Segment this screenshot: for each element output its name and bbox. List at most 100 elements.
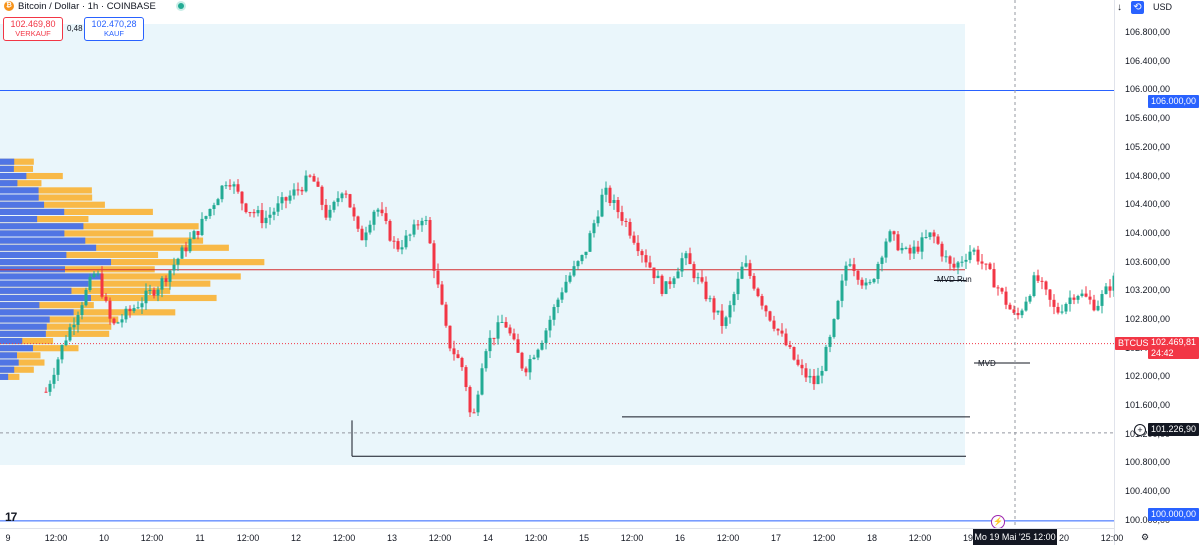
- candle-body: [932, 232, 936, 237]
- volume-bar: [0, 165, 14, 172]
- candlestick-chart[interactable]: [0, 0, 1114, 528]
- candle-body: [388, 221, 392, 241]
- price-tick: 100.400,00: [1125, 486, 1171, 497]
- volume-bar: [0, 201, 105, 208]
- candle-body: [256, 210, 260, 214]
- candle-body: [888, 231, 892, 242]
- symbol-tag: BTCUSD: [1115, 337, 1159, 350]
- price-tick: 101.200,00: [1125, 429, 1170, 439]
- time-tick: 12:00: [140, 533, 164, 543]
- volume-bar: [0, 345, 79, 352]
- candle-body: [732, 294, 736, 306]
- time-tick: 18: [866, 533, 878, 543]
- candle-body: [640, 251, 644, 256]
- symbol-title[interactable]: Bitcoin / Dollar · 1h · COINBASE: [18, 1, 156, 12]
- candle-body: [956, 262, 960, 268]
- candle-body: [100, 273, 104, 297]
- candle-body: [1096, 305, 1100, 311]
- candle-body: [548, 319, 552, 331]
- sell-button[interactable]: 102.469,80 VERKAUF: [3, 17, 63, 41]
- volume-bar: [0, 216, 89, 223]
- candles: [44, 170, 1114, 417]
- candle-body: [1092, 299, 1096, 311]
- candle-body: [620, 212, 624, 221]
- volume-bar: [0, 230, 154, 237]
- candle-body: [1080, 293, 1084, 296]
- chart-pane[interactable]: ₿ Bitcoin / Dollar · 1h · COINBASE 102.4…: [0, 0, 1114, 528]
- candle-body: [392, 240, 396, 242]
- candle-body: [720, 310, 724, 326]
- price-tick: 106.400,00: [1125, 55, 1171, 66]
- time-tick: 12:00: [236, 533, 260, 543]
- candle-body: [536, 349, 540, 358]
- volume-bar: [0, 230, 65, 237]
- candle-body: [800, 364, 804, 369]
- arrow-down-icon[interactable]: ↓: [1117, 2, 1122, 13]
- candle-body: [852, 264, 856, 271]
- time-tick: 12:00: [812, 533, 836, 543]
- candle-body: [164, 278, 168, 282]
- time-tick: 16: [674, 533, 686, 543]
- candle-body: [632, 235, 636, 243]
- candle-body: [688, 253, 692, 265]
- currency-selector[interactable]: USD: [1153, 2, 1173, 12]
- volume-bar: [0, 223, 84, 230]
- candle-body: [636, 242, 640, 252]
- candle-body: [332, 201, 336, 210]
- candle-body: [1008, 304, 1012, 310]
- candle-body: [1016, 312, 1020, 316]
- volume-bar: [0, 273, 241, 280]
- candle-body: [816, 375, 820, 385]
- candle-body: [140, 303, 144, 308]
- candle-body: [172, 264, 176, 271]
- lightning-icon[interactable]: ⚡: [991, 515, 1005, 528]
- tradingview-logo[interactable]: 17: [5, 510, 17, 524]
- candle-body: [176, 258, 180, 265]
- candle-body: [532, 357, 536, 360]
- buy-button[interactable]: 102.470,28 KAUF: [84, 17, 144, 41]
- candle-body: [460, 357, 464, 368]
- price-tick: 103.200,00: [1125, 285, 1171, 296]
- volume-bar: [0, 208, 65, 215]
- candle-body: [384, 213, 388, 222]
- candle-body: [1052, 299, 1056, 307]
- candle-body: [104, 296, 108, 301]
- candle-body: [1004, 291, 1008, 305]
- sync-icon[interactable]: ⟲: [1131, 1, 1144, 14]
- settings-gear-icon[interactable]: ⚙: [1141, 532, 1150, 542]
- candle-body: [320, 186, 324, 205]
- candle-body: [1084, 293, 1088, 297]
- candle-body: [280, 197, 284, 204]
- candle-body: [144, 290, 148, 304]
- candle-body: [860, 279, 864, 286]
- candle-body: [976, 249, 980, 262]
- candle-body: [1104, 286, 1108, 294]
- candle-body: [44, 391, 48, 393]
- volume-bar: [0, 337, 54, 345]
- candle-body: [848, 264, 852, 266]
- candle-body: [64, 340, 68, 346]
- candle-body: [600, 194, 604, 217]
- candle-body: [960, 261, 964, 263]
- candle-body: [276, 203, 280, 212]
- price-scale[interactable]: 106.800,00 106.400,00 106.000,00 105.600,00…: [1114, 0, 1200, 545]
- time-tick: 12:00: [44, 533, 68, 543]
- candle-body: [188, 239, 192, 252]
- time-axis[interactable]: 9 12:00 10 12:00 11 12:00 12 12:00 13 12:00 14 12:0…: [0, 528, 1123, 546]
- volume-bar: [0, 359, 45, 366]
- candle-body: [80, 305, 84, 316]
- candle-body: [228, 185, 232, 187]
- market-open-dot-icon: [178, 3, 184, 9]
- volume-bar: [0, 316, 50, 323]
- volume-bar: [0, 216, 38, 223]
- candle-body: [776, 328, 780, 331]
- candle-body: [692, 264, 696, 279]
- candle-body: [544, 330, 548, 343]
- candle-body: [60, 345, 64, 360]
- last-price-value: 102.469,81: [1151, 337, 1197, 347]
- candle-body: [788, 345, 792, 347]
- candle-body: [160, 278, 164, 290]
- candle-body: [940, 243, 944, 257]
- candle-body: [740, 266, 744, 279]
- add-alert-plus-icon[interactable]: +: [1134, 424, 1146, 436]
